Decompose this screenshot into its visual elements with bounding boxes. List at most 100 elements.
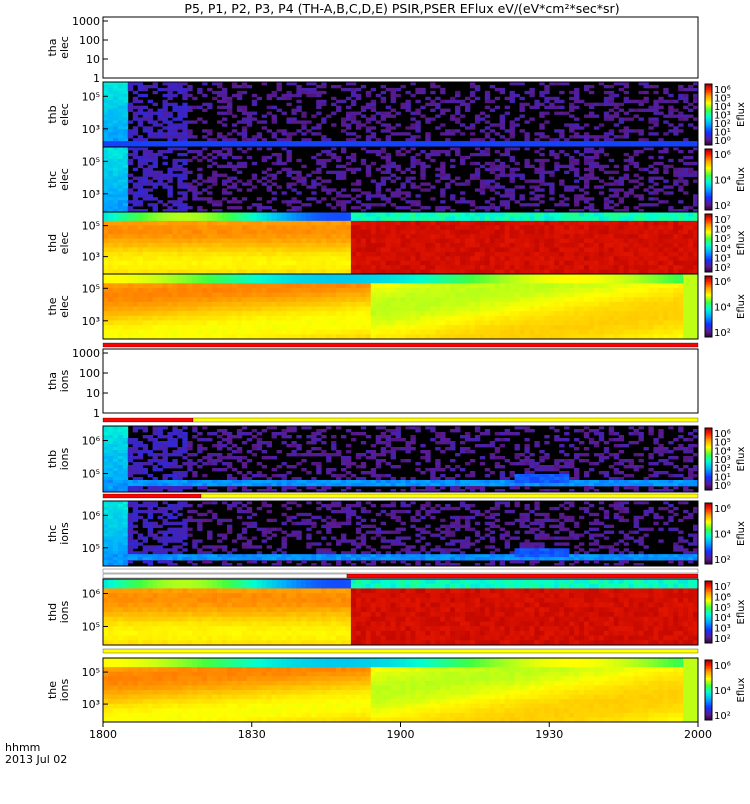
heatmap-cell — [232, 320, 237, 325]
heatmap-cell — [549, 221, 554, 226]
heatmap-cell — [232, 177, 237, 180]
heatmap-cell — [500, 117, 505, 120]
heatmap-cell — [272, 225, 277, 230]
heatmap-cell — [445, 234, 450, 239]
heatmap-cell — [688, 247, 693, 252]
heatmap-cell — [594, 243, 599, 248]
heatmap-cell — [163, 112, 168, 115]
heatmap-cell — [351, 307, 356, 312]
heatmap-cell — [396, 123, 401, 126]
heatmap-cell — [663, 168, 668, 171]
heatmap-cell — [177, 330, 182, 335]
heatmap-cell — [529, 256, 534, 261]
heatmap-cell — [272, 132, 277, 135]
heatmap-cell — [371, 162, 376, 165]
heatmap-cell — [138, 325, 143, 330]
heatmap-cell — [128, 265, 133, 270]
heatmap-cell — [564, 265, 569, 270]
heatmap-cell — [629, 212, 634, 217]
heatmap-cell — [688, 171, 693, 174]
heatmap-cell — [128, 103, 133, 106]
heatmap-cell — [668, 185, 673, 188]
heatmap-cell — [346, 274, 351, 279]
heatmap-cell — [296, 200, 301, 203]
heatmap-cell — [118, 252, 123, 257]
heatmap-cell — [252, 293, 257, 298]
heatmap-cell — [316, 330, 321, 335]
heatmap-cell — [143, 159, 148, 162]
heatmap-cell — [639, 129, 644, 132]
heatmap-cell — [227, 311, 232, 316]
heatmap-cell — [341, 234, 346, 239]
heatmap-cell — [430, 216, 435, 221]
heatmap-cell — [371, 106, 376, 109]
heatmap-cell — [163, 94, 168, 97]
heatmap-cell — [614, 252, 619, 257]
heatmap-cell — [113, 234, 118, 239]
heatmap-cell — [163, 288, 168, 293]
heatmap-cell — [118, 188, 123, 191]
heatmap-cell — [688, 123, 693, 126]
heatmap-cell — [192, 297, 197, 302]
heatmap-cell — [282, 138, 287, 141]
heatmap-cell — [103, 197, 108, 200]
heatmap-cell — [182, 82, 187, 85]
heatmap-cell — [430, 225, 435, 230]
heatmap-cell — [604, 261, 609, 266]
heatmap-cell — [544, 234, 549, 239]
heatmap-cell — [515, 265, 520, 270]
heatmap-cell — [668, 191, 673, 194]
heatmap-cell — [445, 216, 450, 221]
heatmap-cell — [128, 252, 133, 257]
heatmap-cell — [524, 103, 529, 106]
heatmap-cell — [401, 261, 406, 266]
heatmap-cell — [485, 265, 490, 270]
heatmap-cell — [148, 141, 153, 144]
heatmap-cell — [306, 216, 311, 221]
heatmap-cell — [326, 283, 331, 288]
heatmap-cell — [118, 225, 123, 230]
heatmap-cell — [480, 247, 485, 252]
heatmap-cell — [108, 188, 113, 191]
heatmap-cell — [346, 115, 351, 118]
heatmap-cell — [520, 115, 525, 118]
heatmap-cell — [356, 88, 361, 91]
heatmap-cell — [172, 174, 177, 177]
heatmap-cell — [311, 297, 316, 302]
heatmap-cell — [366, 225, 371, 230]
heatmap-cell — [683, 252, 688, 257]
heatmap-cell — [182, 132, 187, 135]
heatmap-cell — [182, 212, 187, 217]
heatmap-cell — [381, 212, 386, 217]
heatmap-cell — [118, 120, 123, 123]
heatmap-cell — [351, 153, 356, 156]
heatmap-cell — [534, 230, 539, 235]
heatmap-cell — [138, 180, 143, 183]
heatmap-cell — [460, 141, 465, 144]
heatmap-cell — [510, 123, 515, 126]
heatmap-cell — [133, 252, 138, 257]
heatmap-cell — [291, 112, 296, 115]
heatmap-cell — [123, 230, 128, 235]
heatmap-cell — [167, 103, 172, 106]
heatmap-cell — [500, 88, 505, 91]
heatmap-cell — [286, 185, 291, 188]
heatmap-cell — [192, 274, 197, 279]
heatmap-cell — [262, 141, 267, 144]
heatmap-cell — [148, 120, 153, 123]
heatmap-cell — [123, 85, 128, 88]
heatmap-cell — [306, 311, 311, 316]
heatmap-cell — [103, 174, 108, 177]
heatmap-cell — [123, 97, 128, 100]
heatmap-cell — [500, 115, 505, 118]
heatmap-cell — [361, 109, 366, 112]
heatmap-cell — [182, 330, 187, 335]
heatmap-cell — [371, 216, 376, 221]
heatmap-cell — [361, 212, 366, 217]
heatmap-cell — [544, 239, 549, 244]
heatmap-cell — [153, 174, 158, 177]
heatmap-cell — [341, 311, 346, 316]
heatmap-cell — [401, 247, 406, 252]
heatmap-cell — [331, 256, 336, 261]
heatmap-cell — [118, 177, 123, 180]
